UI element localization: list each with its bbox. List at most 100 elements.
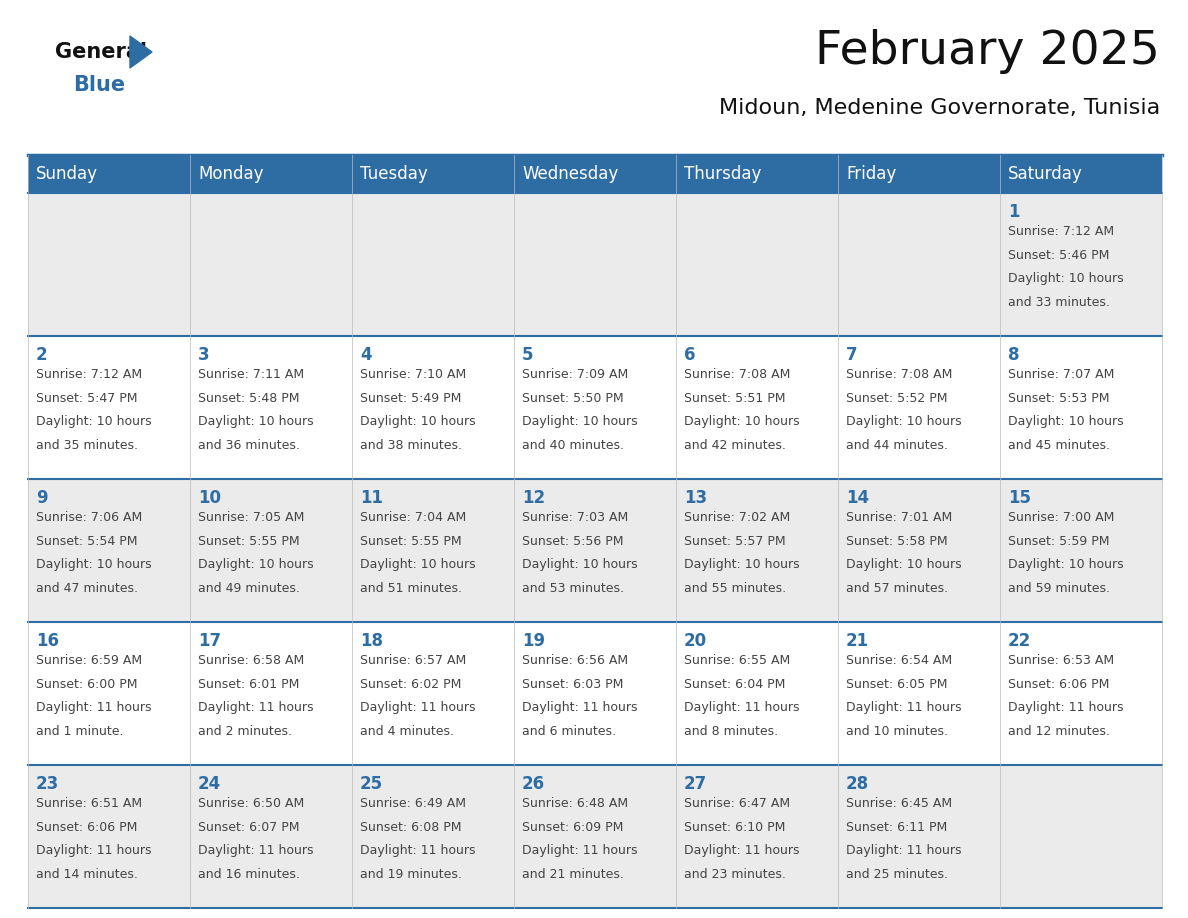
Text: 20: 20 (684, 632, 707, 650)
Text: Sunset: 5:59 PM: Sunset: 5:59 PM (1009, 534, 1110, 548)
Bar (29, 336, 1162, 479)
Text: Sunrise: 7:12 AM: Sunrise: 7:12 AM (36, 368, 143, 381)
Text: Sunset: 5:58 PM: Sunset: 5:58 PM (846, 534, 948, 548)
Text: 15: 15 (1009, 489, 1031, 507)
Text: and 14 minutes.: and 14 minutes. (36, 868, 138, 880)
Text: Sunrise: 7:00 AM: Sunrise: 7:00 AM (1009, 511, 1114, 524)
Text: and 53 minutes.: and 53 minutes. (522, 582, 624, 595)
Text: Sunrise: 6:55 AM: Sunrise: 6:55 AM (684, 654, 790, 667)
Text: Sunrise: 6:50 AM: Sunrise: 6:50 AM (198, 797, 304, 810)
Text: Daylight: 10 hours: Daylight: 10 hours (198, 558, 314, 571)
Text: and 38 minutes.: and 38 minutes. (360, 439, 462, 452)
Text: Sunset: 6:11 PM: Sunset: 6:11 PM (846, 821, 947, 834)
Text: 14: 14 (846, 489, 870, 507)
Text: Sunrise: 6:53 AM: Sunrise: 6:53 AM (1009, 654, 1114, 667)
Text: Blue: Blue (72, 75, 125, 95)
Text: Sunset: 6:01 PM: Sunset: 6:01 PM (198, 677, 299, 690)
Text: Sunrise: 6:56 AM: Sunrise: 6:56 AM (522, 654, 628, 667)
Text: Sunrise: 7:02 AM: Sunrise: 7:02 AM (684, 511, 790, 524)
Text: 12: 12 (522, 489, 545, 507)
Text: Sunset: 5:46 PM: Sunset: 5:46 PM (1009, 249, 1110, 262)
Text: Friday: Friday (846, 165, 897, 183)
Text: Sunset: 5:52 PM: Sunset: 5:52 PM (846, 392, 948, 405)
Text: and 8 minutes.: and 8 minutes. (684, 725, 778, 738)
Text: Daylight: 11 hours: Daylight: 11 hours (684, 701, 800, 714)
Text: 27: 27 (684, 775, 707, 793)
Text: 21: 21 (846, 632, 870, 650)
Text: 18: 18 (360, 632, 383, 650)
Text: and 23 minutes.: and 23 minutes. (684, 868, 786, 880)
Text: 24: 24 (198, 775, 221, 793)
Text: and 47 minutes.: and 47 minutes. (36, 582, 138, 595)
Text: Thursday: Thursday (684, 165, 762, 183)
Text: 11: 11 (360, 489, 383, 507)
Text: Sunrise: 6:59 AM: Sunrise: 6:59 AM (36, 654, 143, 667)
Text: Daylight: 11 hours: Daylight: 11 hours (846, 845, 961, 857)
Text: Sunset: 6:05 PM: Sunset: 6:05 PM (846, 677, 948, 690)
Text: 3: 3 (198, 346, 210, 364)
Text: Sunrise: 7:12 AM: Sunrise: 7:12 AM (1009, 225, 1114, 238)
Text: Daylight: 10 hours: Daylight: 10 hours (684, 558, 800, 571)
Text: 23: 23 (36, 775, 59, 793)
Text: Sunrise: 7:05 AM: Sunrise: 7:05 AM (198, 511, 304, 524)
Text: 7: 7 (846, 346, 858, 364)
Text: and 21 minutes.: and 21 minutes. (522, 868, 624, 880)
Text: Daylight: 11 hours: Daylight: 11 hours (522, 701, 638, 714)
Text: Sunset: 6:09 PM: Sunset: 6:09 PM (522, 821, 624, 834)
Polygon shape (129, 36, 152, 68)
Text: Sunrise: 6:58 AM: Sunrise: 6:58 AM (198, 654, 304, 667)
Text: 22: 22 (1009, 632, 1031, 650)
Text: and 55 minutes.: and 55 minutes. (684, 582, 786, 595)
Text: Daylight: 11 hours: Daylight: 11 hours (846, 701, 961, 714)
Text: Sunrise: 7:09 AM: Sunrise: 7:09 AM (522, 368, 628, 381)
Text: and 51 minutes.: and 51 minutes. (360, 582, 462, 595)
Text: Daylight: 11 hours: Daylight: 11 hours (1009, 701, 1124, 714)
Text: February 2025: February 2025 (815, 29, 1159, 74)
Text: Sunrise: 7:08 AM: Sunrise: 7:08 AM (846, 368, 953, 381)
Text: 2: 2 (36, 346, 48, 364)
Text: Daylight: 10 hours: Daylight: 10 hours (522, 558, 638, 571)
Text: and 49 minutes.: and 49 minutes. (198, 582, 301, 595)
Text: Sunrise: 7:04 AM: Sunrise: 7:04 AM (360, 511, 467, 524)
Text: 25: 25 (360, 775, 384, 793)
Text: and 6 minutes.: and 6 minutes. (522, 725, 617, 738)
Text: Sunset: 5:56 PM: Sunset: 5:56 PM (522, 534, 624, 548)
Text: Daylight: 10 hours: Daylight: 10 hours (684, 415, 800, 428)
Text: Daylight: 10 hours: Daylight: 10 hours (846, 558, 962, 571)
Text: Daylight: 10 hours: Daylight: 10 hours (1009, 415, 1124, 428)
Text: Sunset: 6:06 PM: Sunset: 6:06 PM (36, 821, 138, 834)
Text: General: General (55, 42, 147, 62)
Text: 13: 13 (684, 489, 707, 507)
Text: Sunrise: 6:57 AM: Sunrise: 6:57 AM (360, 654, 467, 667)
Text: 26: 26 (522, 775, 545, 793)
Text: 1: 1 (1009, 203, 1019, 221)
Text: 16: 16 (36, 632, 59, 650)
Text: and 44 minutes.: and 44 minutes. (846, 439, 948, 452)
Text: Sunrise: 6:51 AM: Sunrise: 6:51 AM (36, 797, 143, 810)
Text: and 57 minutes.: and 57 minutes. (846, 582, 948, 595)
Text: 17: 17 (198, 632, 221, 650)
Text: Sunrise: 6:47 AM: Sunrise: 6:47 AM (684, 797, 790, 810)
Text: and 2 minutes.: and 2 minutes. (198, 725, 292, 738)
Text: Sunset: 6:04 PM: Sunset: 6:04 PM (684, 677, 785, 690)
Text: 10: 10 (198, 489, 221, 507)
Text: Sunset: 6:08 PM: Sunset: 6:08 PM (360, 821, 462, 834)
Text: Sunset: 6:10 PM: Sunset: 6:10 PM (684, 821, 785, 834)
Text: Sunset: 5:48 PM: Sunset: 5:48 PM (198, 392, 299, 405)
Text: 8: 8 (1009, 346, 1019, 364)
Text: and 35 minutes.: and 35 minutes. (36, 439, 138, 452)
Bar (29, 193, 1162, 336)
Text: Sunrise: 7:01 AM: Sunrise: 7:01 AM (846, 511, 953, 524)
Text: Sunrise: 7:03 AM: Sunrise: 7:03 AM (522, 511, 628, 524)
Text: Sunset: 6:02 PM: Sunset: 6:02 PM (360, 677, 461, 690)
Text: Tuesday: Tuesday (360, 165, 428, 183)
Text: 28: 28 (846, 775, 870, 793)
Text: Daylight: 10 hours: Daylight: 10 hours (360, 558, 475, 571)
Text: 9: 9 (36, 489, 48, 507)
Text: Sunset: 6:06 PM: Sunset: 6:06 PM (1009, 677, 1110, 690)
Text: and 36 minutes.: and 36 minutes. (198, 439, 301, 452)
Text: Sunset: 5:49 PM: Sunset: 5:49 PM (360, 392, 461, 405)
Text: 19: 19 (522, 632, 545, 650)
Text: Daylight: 10 hours: Daylight: 10 hours (198, 415, 314, 428)
Text: Sunrise: 6:49 AM: Sunrise: 6:49 AM (360, 797, 466, 810)
